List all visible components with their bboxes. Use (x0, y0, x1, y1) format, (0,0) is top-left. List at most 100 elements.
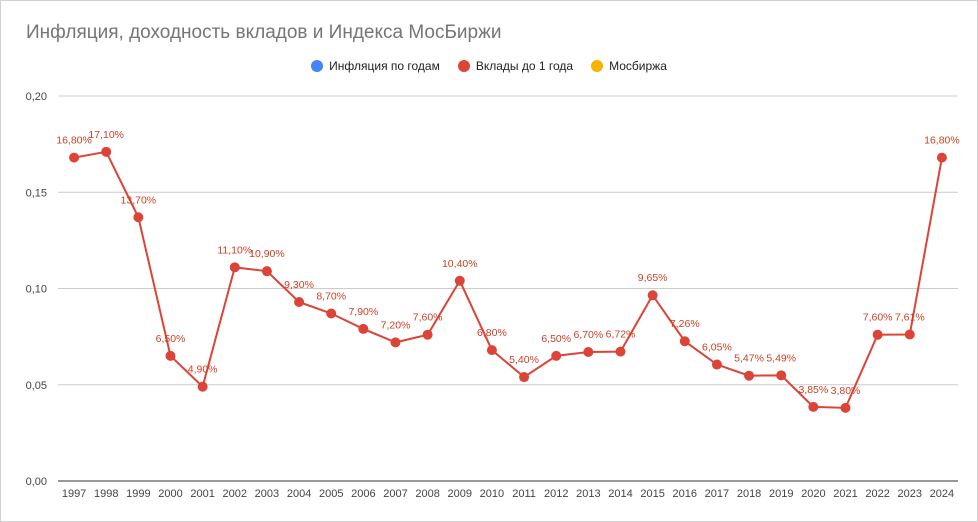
data-point (229, 262, 240, 273)
legend-item-deposits[interactable]: Вклады до 1 года (457, 59, 574, 73)
legend-item-moex[interactable]: Мосбиржа (591, 59, 667, 73)
x-tick-label: 2024 (930, 488, 954, 500)
data-point (551, 350, 562, 361)
x-tick-label: 2004 (287, 488, 311, 500)
x-tick-label: 2017 (705, 488, 729, 500)
x-tick-label: 2019 (769, 488, 793, 500)
data-label: 10,40% (442, 258, 478, 270)
x-tick-label: 2005 (319, 488, 343, 500)
data-point (679, 336, 690, 347)
legend-marker-moex (591, 60, 604, 72)
data-label: 3,85% (798, 384, 828, 396)
data-label: 16,80% (924, 135, 960, 147)
data-point (711, 359, 722, 370)
legend-label-deposits: Вклады до 1 года (475, 59, 574, 73)
x-tick-label: 2010 (480, 488, 504, 500)
chart-title: Инфляция, доходность вкладов и Индекса М… (26, 22, 502, 43)
data-point (69, 152, 80, 163)
data-point (326, 308, 337, 319)
x-tick-label: 2002 (223, 488, 247, 500)
data-label: 9,65% (638, 272, 668, 284)
data-point (840, 402, 851, 413)
data-label: 3,80% (831, 385, 861, 397)
data-label: 13,70% (121, 194, 157, 206)
x-tick-label: 2008 (415, 488, 439, 500)
x-tick-label: 2006 (351, 488, 375, 500)
data-point (294, 296, 305, 307)
data-point (519, 372, 530, 383)
data-point (647, 290, 658, 301)
data-point (936, 152, 947, 163)
chart-legend: Инфляция по годам Вклады до 1 года Мосби… (0, 59, 978, 73)
data-label: 9,30% (284, 279, 314, 291)
data-label: 4,90% (188, 364, 218, 376)
data-label: 5,47% (734, 353, 764, 365)
data-label: 6,05% (702, 342, 732, 354)
data-point (808, 401, 819, 412)
x-tick-label: 2000 (158, 488, 182, 500)
data-label: 16,80% (56, 135, 92, 147)
data-point (454, 275, 465, 286)
x-tick-label: 2014 (608, 488, 632, 500)
data-point (101, 146, 112, 157)
y-tick-label: 0,05 (26, 380, 47, 392)
legend-label-moex: Мосбиржа (609, 59, 667, 73)
series-line (73, 150, 943, 409)
data-point (197, 381, 208, 392)
y-tick-label: 0,00 (26, 476, 47, 488)
x-tick-label: 2003 (255, 488, 279, 500)
data-label: 6,50% (156, 333, 186, 345)
x-tick-label: 2012 (544, 488, 568, 500)
data-point (615, 346, 626, 357)
data-point (390, 337, 401, 348)
data-label: 7,90% (348, 306, 378, 318)
y-tick-label: 0,20 (26, 91, 47, 103)
data-label: 7,20% (381, 319, 411, 331)
x-tick-label: 2018 (737, 488, 761, 500)
data-point (583, 347, 594, 358)
x-tick-label: 2020 (801, 488, 825, 500)
legend-marker-deposits (457, 60, 470, 72)
x-tick-label: 2007 (383, 488, 407, 500)
x-tick-label: 2001 (190, 488, 214, 500)
x-tick-label: 2011 (512, 488, 536, 500)
data-label: 6,70% (573, 329, 603, 341)
x-tick-label: 1997 (62, 488, 86, 500)
data-label: 6,72% (606, 329, 636, 341)
data-point (358, 323, 369, 334)
x-tick-label: 2013 (576, 488, 600, 500)
data-label: 5,40% (509, 354, 539, 366)
data-label: 5,49% (766, 352, 796, 364)
data-label: 6,50% (541, 333, 571, 345)
legend-label-inflation: Инфляция по годам (329, 59, 440, 73)
data-point (261, 266, 272, 277)
data-label: 8,70% (316, 291, 346, 303)
data-label: 6,80% (477, 327, 507, 339)
data-label: 7,60% (863, 312, 893, 324)
data-label: 7,61% (895, 312, 925, 324)
legend-marker-inflation (311, 60, 324, 72)
data-point (165, 350, 176, 361)
x-tick-label: 2015 (640, 488, 664, 500)
x-tick-label: 1998 (94, 488, 118, 500)
x-tick-label: 2009 (448, 488, 472, 500)
x-tick-label: 2022 (865, 488, 889, 500)
x-tick-label: 1999 (126, 488, 150, 500)
legend-item-inflation[interactable]: Инфляция по годам (311, 59, 440, 73)
x-tick-label: 2016 (673, 488, 697, 500)
data-label: 11,10% (217, 244, 252, 256)
y-tick-label: 0,15 (26, 187, 47, 199)
data-label: 10,90% (249, 248, 285, 260)
data-point (133, 212, 144, 223)
x-tick-label: 2023 (898, 488, 922, 500)
data-point (904, 329, 915, 340)
data-point (486, 345, 497, 356)
data-point (776, 370, 787, 381)
data-point (422, 329, 433, 340)
x-tick-label: 2021 (833, 488, 857, 500)
data-label: 7,60% (413, 312, 443, 324)
data-label: 17,10% (88, 129, 124, 141)
data-point (872, 329, 883, 340)
